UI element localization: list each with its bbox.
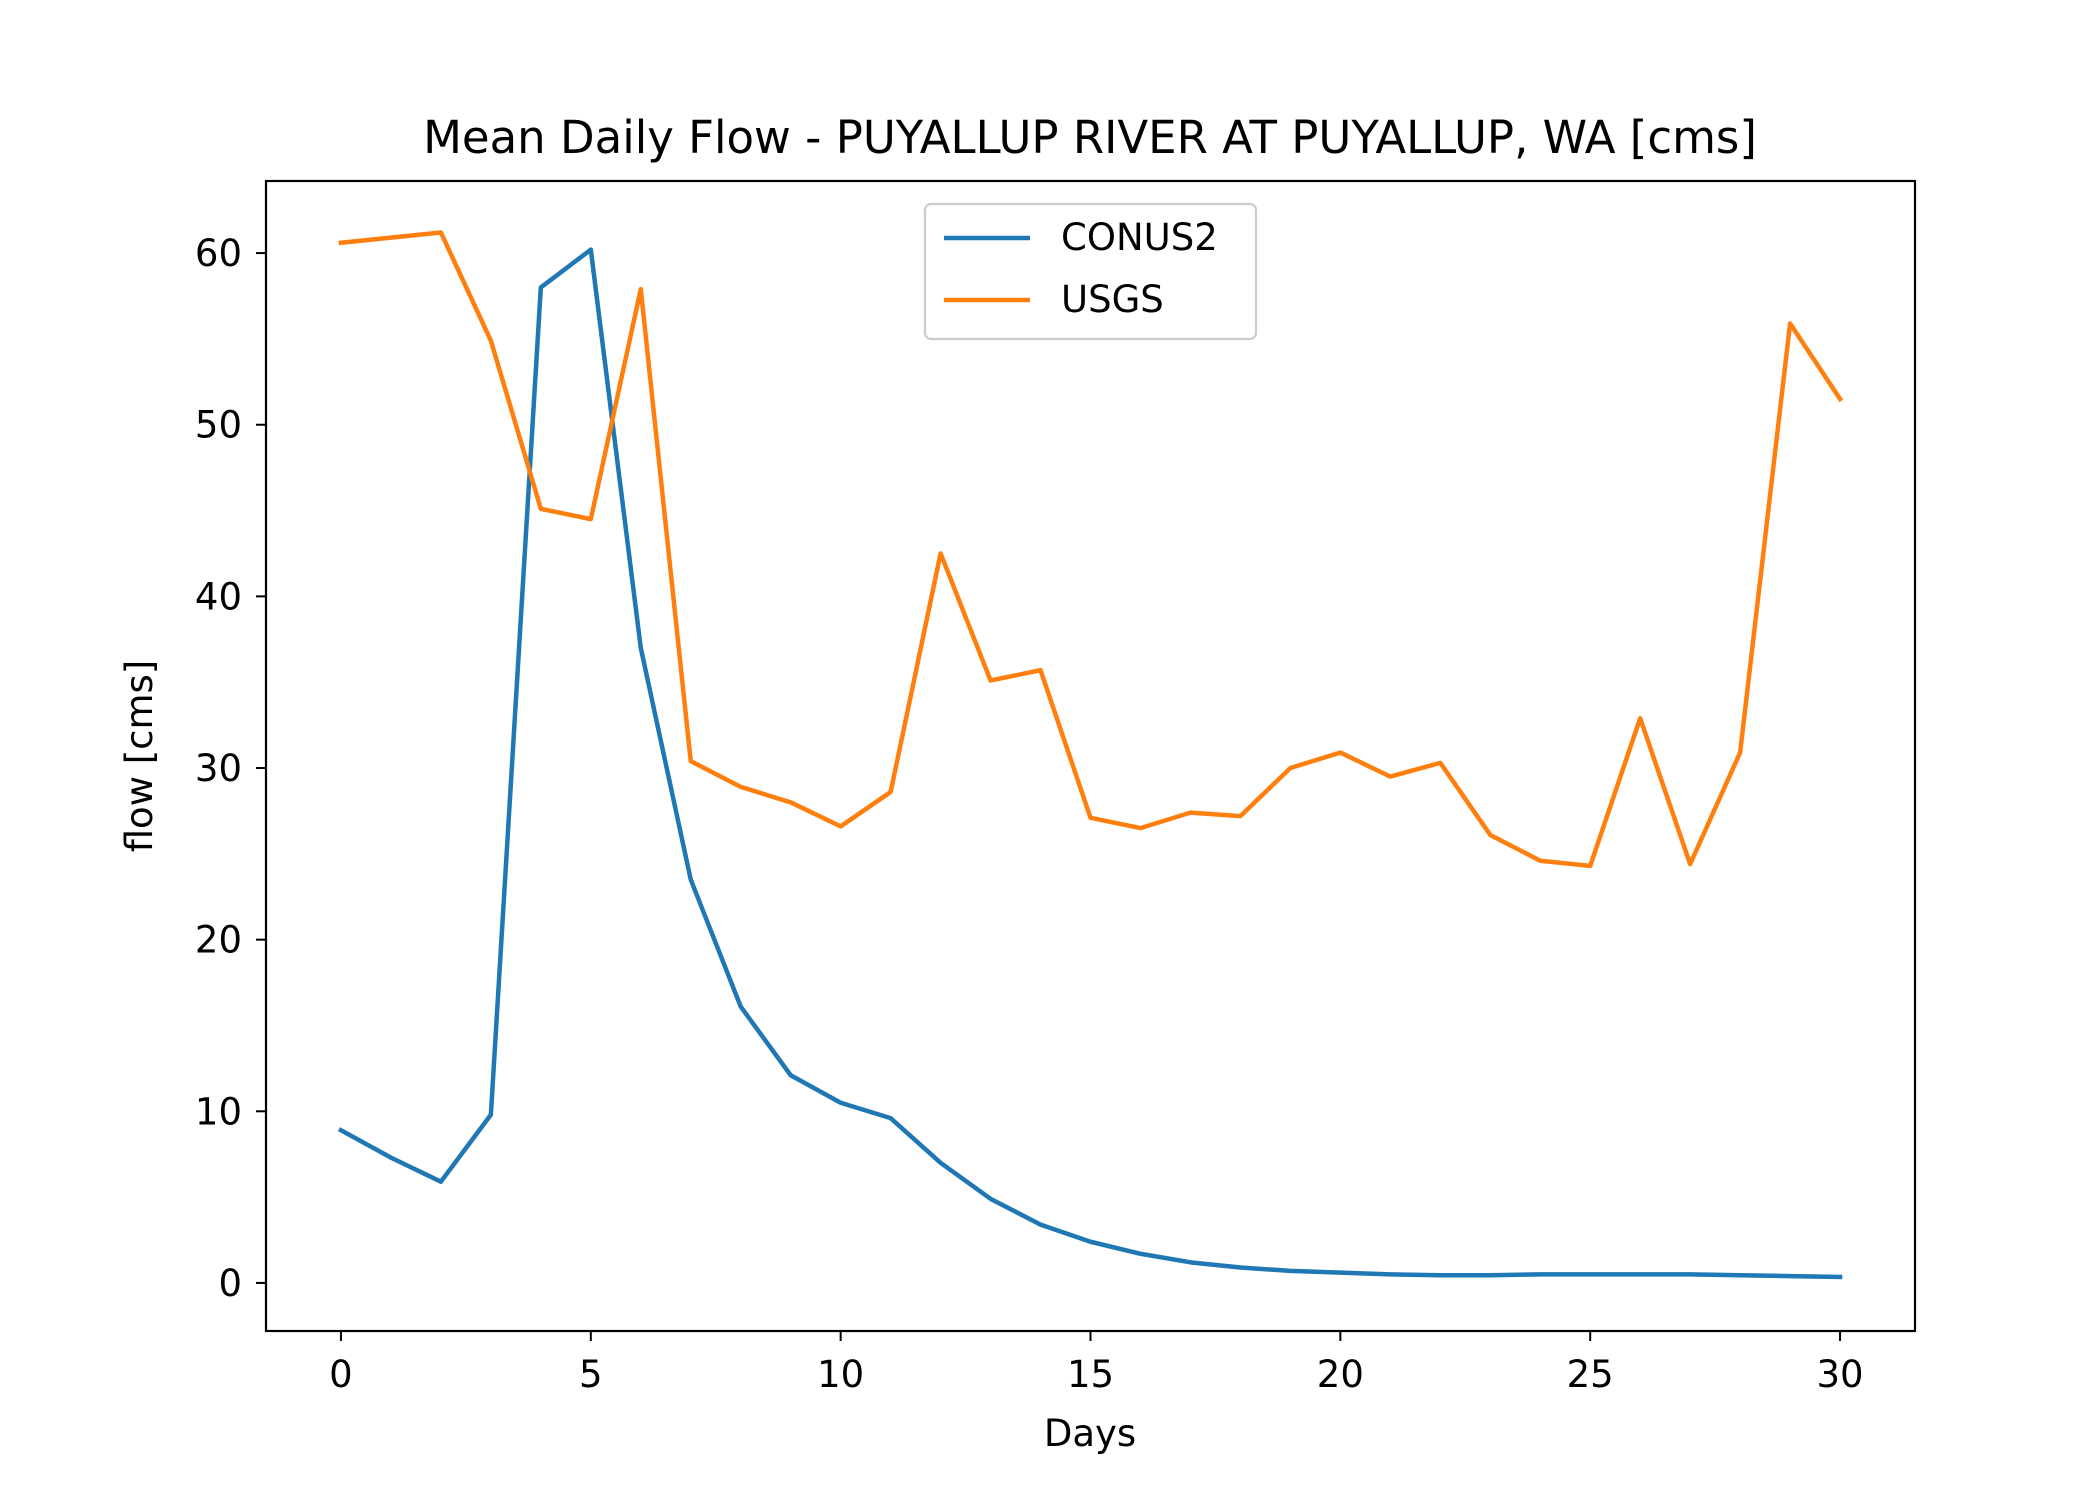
series-line-usgs: [338, 230, 1844, 869]
y-tick-label: 30: [195, 747, 242, 790]
x-axis: 0 5 10 15 20 25 30: [329, 1331, 1864, 1396]
x-tick-label: 20: [1317, 1353, 1364, 1396]
y-tick-label: 50: [195, 404, 242, 447]
legend: CONUS2 USGS: [923, 202, 1258, 341]
x-tick-label: 15: [1067, 1353, 1114, 1396]
legend-label-usgs: USGS: [1061, 278, 1164, 321]
series-line-conus2: [337, 247, 1843, 1280]
x-axis-label: Days: [1044, 1412, 1136, 1455]
y-tick-label: 40: [195, 575, 242, 618]
y-tick-label: 20: [195, 919, 242, 962]
x-tick-label: 5: [579, 1353, 603, 1396]
y-tick-label: 60: [195, 232, 242, 275]
x-tick-label: 10: [817, 1353, 864, 1396]
plot-area: [337, 230, 1844, 1280]
chart-title: Mean Daily Flow - PUYALLUP RIVER AT PUYA…: [423, 111, 1757, 164]
y-axis: 0 10 20 30 40 50 60: [195, 232, 266, 1305]
x-tick-label: 30: [1816, 1353, 1863, 1396]
x-tick-label: 25: [1567, 1353, 1614, 1396]
x-tick-label: 0: [329, 1353, 353, 1396]
legend-label-conus2: CONUS2: [1061, 216, 1218, 259]
y-axis-label: flow [cms]: [118, 660, 161, 853]
y-tick-label: 10: [195, 1090, 242, 1133]
y-tick-label: 0: [218, 1262, 242, 1305]
